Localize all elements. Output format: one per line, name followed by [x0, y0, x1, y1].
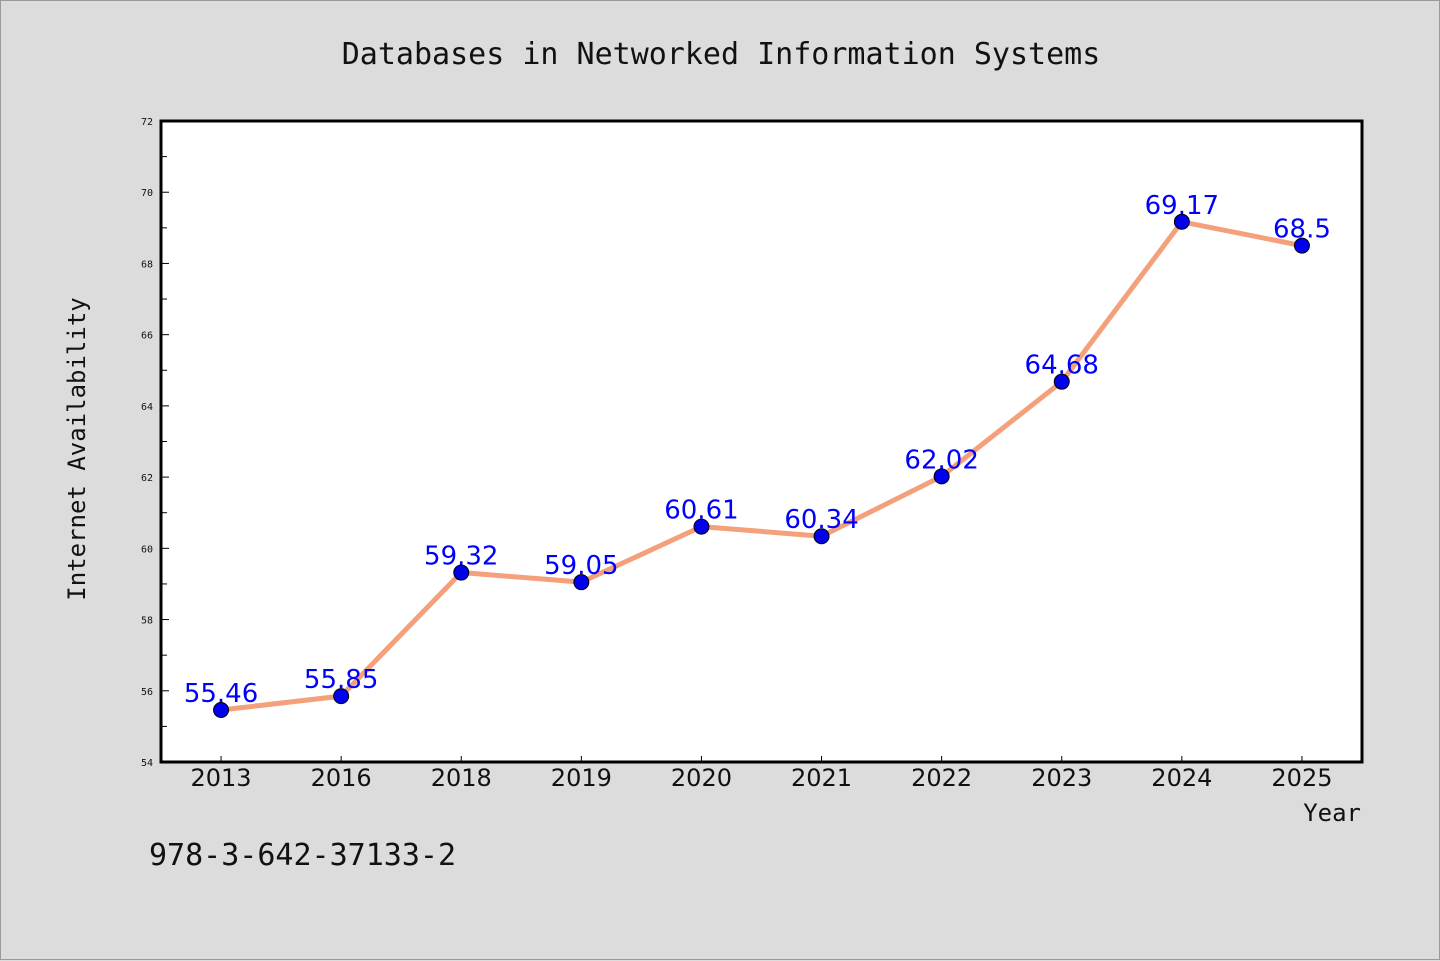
data-label: 55.46: [184, 679, 258, 709]
data-point: [453, 564, 470, 581]
data-label: 60.34: [784, 505, 858, 535]
y-tick-label: 60: [141, 544, 153, 555]
y-tick-label: 62: [141, 473, 153, 484]
y-tick-label: 58: [141, 616, 153, 627]
data-label: 64.68: [1025, 351, 1099, 381]
data-label: 59.05: [544, 551, 618, 581]
y-axis: 54 56 58 60 62 64 66 68 70 72: [141, 117, 169, 769]
data-point: [1053, 373, 1070, 390]
data-point: [1173, 213, 1190, 230]
x-tick-label: 2020: [671, 764, 732, 792]
data-label: 69.17: [1145, 191, 1219, 221]
chart-title: Databases in Networked Information Syste…: [342, 37, 1101, 72]
series-polyline: [218, 219, 1305, 713]
x-tick-label: 2025: [1271, 764, 1332, 792]
data-point: [933, 468, 950, 485]
data-label: 55.85: [304, 665, 378, 695]
data-label: 60.61: [664, 496, 738, 526]
x-tick-label: 2021: [791, 764, 852, 792]
series-line: [218, 219, 1305, 713]
data-labels: 55.46 55.85 59.32 59.05 60.61 60.34 62.02 64.68…: [184, 191, 1331, 709]
data-point: [1293, 237, 1310, 254]
y-tick-label: 66: [141, 331, 153, 342]
plot-area: [159, 119, 1364, 764]
y-tick-label: 70: [141, 188, 153, 199]
x-tick-label: 2019: [551, 764, 612, 792]
series-points: [213, 213, 1310, 719]
data-label: 62.02: [904, 445, 978, 475]
x-axis: 2013 2016 2018 2019 2020 2021 2022 2023 2024 2025: [191, 756, 1332, 792]
x-axis-title: Year: [1303, 799, 1361, 827]
y-axis-title: Internet Availability: [63, 297, 91, 600]
isbn-annotation: 978-3-642-37133-2: [149, 838, 456, 873]
x-tick-label: 2013: [191, 764, 252, 792]
data-point: [693, 518, 710, 535]
data-label: 59.32: [424, 542, 498, 572]
data-point: [813, 528, 830, 545]
x-tick-label: 2018: [431, 764, 492, 792]
y-tick-label: 64: [141, 402, 153, 413]
y-tick-label: 68: [141, 259, 153, 270]
data-point: [573, 574, 590, 591]
x-tick-label: 2016: [311, 764, 372, 792]
data-label: 68.5: [1273, 215, 1331, 245]
y-tick-label: 54: [141, 758, 153, 769]
data-point: [333, 688, 350, 705]
x-tick-label: 2024: [1151, 764, 1212, 792]
y-tick-label: 56: [141, 687, 153, 698]
data-point: [213, 702, 230, 719]
x-tick-label: 2023: [1031, 764, 1092, 792]
x-tick-label: 2022: [911, 764, 972, 792]
y-tick-label: 72: [141, 117, 153, 128]
